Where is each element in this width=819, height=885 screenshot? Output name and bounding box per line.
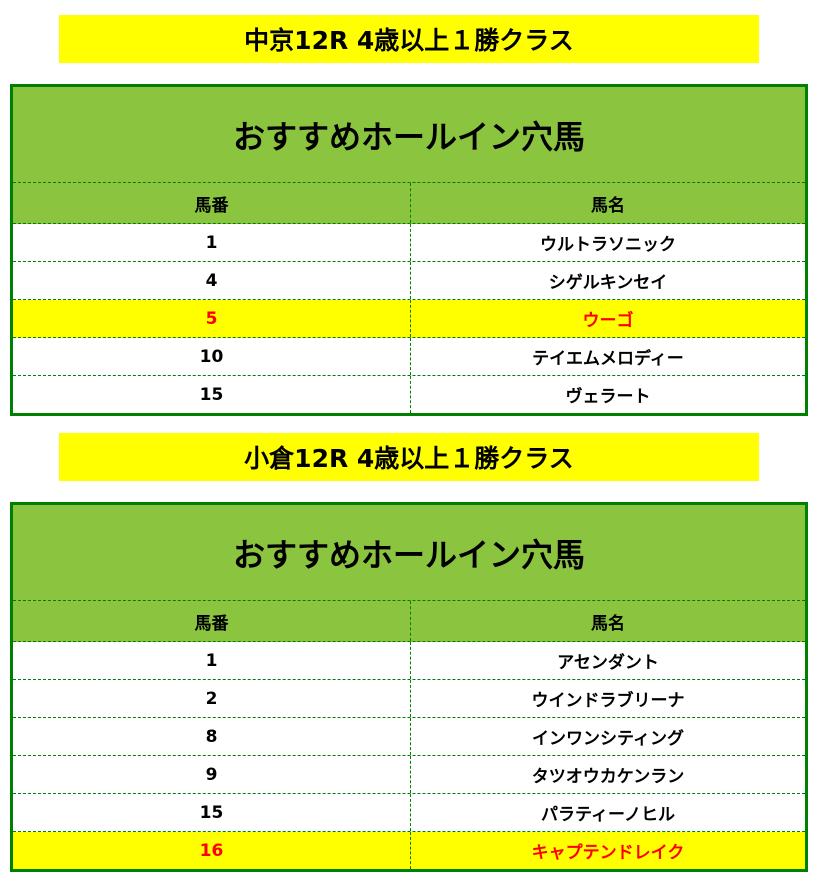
table-row: 5 ウーゴ [13, 300, 805, 338]
table-title: おすすめホールイン穴馬 [13, 505, 805, 601]
table-row: 15 パラティーノヒル [13, 794, 805, 832]
recommend-table-chukyo: おすすめホールイン穴馬 馬番 馬名 1 ウルトラソニック 4 シゲルキンセイ 5 ウーゴ 1… [10, 84, 808, 416]
horse-number: 15 [13, 794, 411, 831]
horse-number: 10 [13, 338, 411, 375]
table-row: 4 シゲルキンセイ [13, 262, 805, 300]
table-title: おすすめホールイン穴馬 [13, 87, 805, 183]
horse-name: シゲルキンセイ [548, 273, 668, 293]
horse-name: ヴェラート [565, 387, 651, 407]
table-row: 9 タツオウカケンラン [13, 756, 805, 794]
horse-number: 1 [13, 224, 411, 261]
horse-name: キャプテンドレイク [531, 843, 685, 863]
horse-name: タツオウカケンラン [531, 767, 685, 787]
horse-number: 15 [13, 376, 411, 413]
header-number: 馬番 [13, 601, 411, 641]
horse-name: テイエムメロディー [532, 349, 684, 369]
header-name: 馬名 [591, 613, 625, 634]
horse-name: ウーゴ [582, 311, 634, 331]
horse-number: 5 [13, 300, 411, 337]
table-row: 1 アセンダント [13, 642, 805, 680]
horse-number: 16 [13, 832, 411, 869]
horse-name: アセンダント [557, 653, 659, 673]
table-row: 10 テイエムメロディー [13, 338, 805, 376]
race-banner-chukyo: 中京12R 4歳以上１勝クラス [59, 15, 759, 63]
table-header: 馬番 馬名 [13, 601, 805, 642]
horse-number: 4 [13, 262, 411, 299]
horse-name: インワンシティング [532, 729, 684, 749]
recommend-table-kokura: おすすめホールイン穴馬 馬番 馬名 1 アセンダント 2 ウインドラブリーナ 8 インワン… [10, 502, 808, 872]
table-row: 2 ウインドラブリーナ [13, 680, 805, 718]
race-banner-kokura: 小倉12R 4歳以上１勝クラス [59, 433, 759, 481]
horse-number: 8 [13, 718, 411, 755]
table-row: 15 ヴェラート [13, 376, 805, 413]
horse-number: 9 [13, 756, 411, 793]
header-number: 馬番 [13, 183, 411, 223]
horse-number: 2 [13, 680, 411, 717]
horse-name: ウルトラソニック [540, 235, 676, 255]
horse-name: ウインドラブリーナ [531, 691, 685, 711]
header-name: 馬名 [591, 195, 625, 216]
table-row: 16 キャプテンドレイク [13, 832, 805, 869]
horse-number: 1 [13, 642, 411, 679]
horse-name: パラティーノヒル [541, 805, 675, 825]
table-row: 8 インワンシティング [13, 718, 805, 756]
table-header: 馬番 馬名 [13, 183, 805, 224]
table-row: 1 ウルトラソニック [13, 224, 805, 262]
